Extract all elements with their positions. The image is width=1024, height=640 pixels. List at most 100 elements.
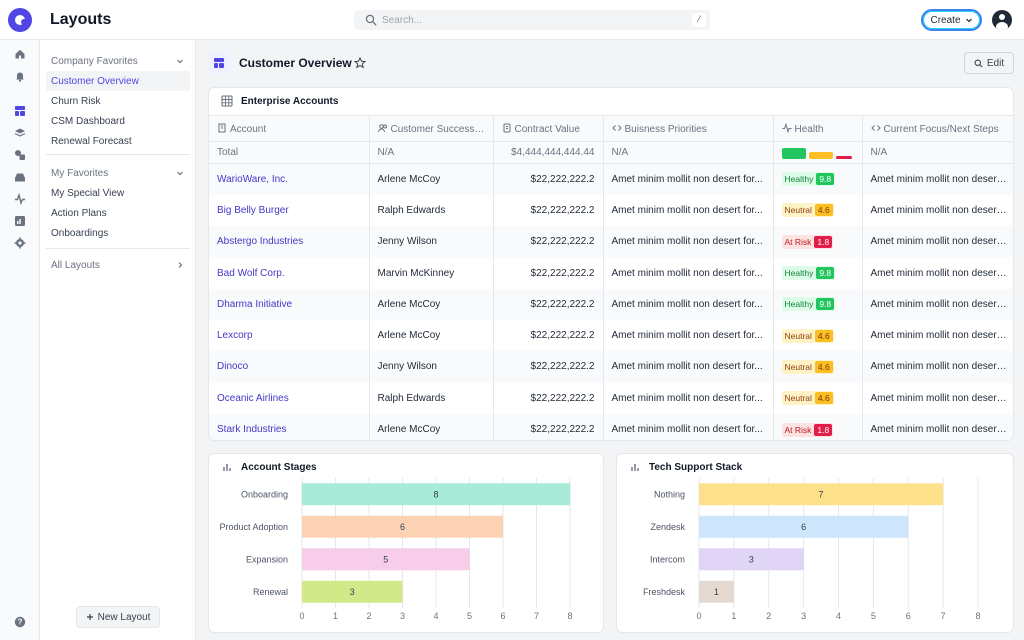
chevron-down-icon [177,59,183,64]
user-avatar[interactable] [992,10,1012,30]
account-cell[interactable]: Abstergo Industries [209,226,370,258]
create-button[interactable]: Create [921,9,982,31]
focus-cell: Amet minim mollit non desert for... [870,204,1014,216]
health-score: 4.6 [814,329,833,342]
account-cell[interactable]: Big Belly Burger [209,194,370,227]
activity-icon[interactable] [14,193,26,205]
inbox-icon[interactable] [14,171,26,183]
health-cell: Neutral 4.6 [773,319,863,352]
contract-value-cell: $22,222,222.2 [493,288,604,320]
table-row[interactable]: Dinoco Jenny Wilson $22,222,222.2 Amet mini… [209,351,1013,383]
account-link[interactable]: Oceanic Airlines [217,392,289,404]
search-bar[interactable]: / [354,10,710,30]
sidebar-item-action-plans[interactable]: Action Plans [51,207,107,219]
enterprise-accounts-card: Enterprise Accounts Account Customer Suc… [208,87,1014,441]
card-title: Account Stages [221,461,317,473]
sidebar-item-csm-dashboard[interactable]: CSM Dashboard [51,115,125,127]
search-input[interactable] [382,13,682,27]
account-link[interactable]: WarioWare, Inc. [217,173,288,185]
x-tick-label: 6 [500,611,505,621]
health-badge: Neutral 4.6 [781,359,834,374]
account-cell[interactable]: Oceanic Airlines [209,382,370,414]
sidebar-item-renewal-forecast[interactable]: Renewal Forecast [51,135,132,147]
health-distribution-bar [781,147,852,159]
account-cell[interactable]: Bad Wolf Corp. [209,257,370,289]
x-tick-label: 0 [299,611,304,621]
table-row[interactable]: Stark Industries Arlene McCoy $22,222,222.… [209,413,1013,440]
x-tick-label: 2 [366,611,371,621]
account-link[interactable]: Abstergo Industries [217,236,304,248]
table-row[interactable]: Lexcorp Arlene McCoy $22,222,222.2 Amet min… [209,319,1013,352]
table-title: Enterprise Accounts [241,95,339,107]
account-cell[interactable]: Stark Industries [209,413,370,440]
bar [302,580,403,603]
table-row[interactable]: WarioWare, Inc. Arlene McCoy $22,222,222.2… [209,163,1013,195]
account-cell[interactable]: Lexcorp [209,319,370,352]
layers-icon[interactable] [14,127,26,139]
reports-icon[interactable] [14,215,26,227]
account-link[interactable]: Stark Industries [217,424,287,436]
home-icon[interactable] [14,48,26,60]
total-focus: N/A [862,141,1013,164]
bar-value-label: 8 [433,489,438,499]
table-row[interactable]: Abstergo Industries Jenny Wilson $22,222,2… [209,226,1013,258]
account-link[interactable]: Lexcorp [217,330,253,342]
x-tick-label: 7 [534,611,539,621]
star-icon[interactable] [354,57,366,69]
all-layouts-link[interactable]: All Layouts [46,255,190,275]
column-header-csm[interactable]: Customer Success M... [369,115,494,142]
app-logo[interactable] [8,8,32,32]
sidebar-item-onboardings[interactable]: Onboardings [51,227,109,239]
my-favorites-header[interactable]: My Favorites [46,163,190,183]
account-link[interactable]: Bad Wolf Corp. [217,267,285,279]
my-favorites-label: My Favorites [51,167,109,179]
account-link[interactable]: Dharma Initiative [217,298,293,310]
column-header-priorities[interactable]: Buisness Priorities [603,115,774,142]
table-icon [221,95,233,107]
bar [699,515,909,538]
table-row[interactable]: Oceanic Airlines Ralph Edwards $22,222,222… [209,382,1013,414]
table-row[interactable]: Big Belly Burger Ralph Edwards $22,222,222… [209,194,1014,227]
account-cell[interactable]: Dinoco [209,351,370,383]
table-header-row: Account Customer Success M... Contract V… [209,115,1013,142]
health-cell: Neutral 4.6 [773,194,863,227]
column-header-contract-value[interactable]: Contract Value [493,115,604,142]
settings-icon[interactable] [14,237,26,249]
health-distribution-segment [781,147,806,159]
health-status: Neutral [784,361,812,372]
account-link[interactable]: Big Belly Burger [217,204,289,216]
company-favorites-header[interactable]: Company Favorites [46,51,190,71]
health-score: 9.8 [816,173,835,186]
sidebar-item-customer-overview[interactable]: Customer Overview [46,71,190,91]
table-row[interactable]: Dharma Initiative Arlene McCoy $22,222,222… [209,288,1013,320]
column-header-label: Customer Success M... [390,123,493,135]
health-score: 4.6 [814,360,833,373]
svg-text:?: ? [18,618,23,627]
column-header-account[interactable]: Account [209,115,370,142]
column-header-health[interactable]: Health [773,115,863,142]
edit-button[interactable]: Edit [964,52,1014,74]
contract-value-cell: $22,222,222.2 [493,351,604,383]
focus-cell: Amet minim mollit non desert for... [862,351,1013,383]
bar-value-label: 3 [749,554,754,564]
x-tick-label: 8 [567,611,572,621]
users-icon [377,123,387,132]
total-row: Total N/A $4,444,444,444.44 N/A N/A [209,141,1013,164]
category-label: Onboarding [241,489,288,499]
account-cell[interactable]: Dharma Initiative [209,288,370,320]
account-cell[interactable]: WarioWare, Inc. [209,163,370,195]
bell-icon[interactable] [14,70,26,82]
help-icon[interactable]: ? [14,616,26,628]
column-header-focus[interactable]: Current Focus/Next Steps [862,115,1013,142]
account-link[interactable]: Dinoco [217,361,249,373]
shapes-icon[interactable] [14,149,26,161]
contract-value-cell: $22,222,222.2 [493,257,604,289]
table-row[interactable]: Bad Wolf Corp. Marvin McKinney $22,222,222… [209,257,1013,289]
chart-title: Tech Support Stack [649,461,743,473]
new-layout-button[interactable]: New Layout [76,606,160,628]
priorities-cell: Amet minim mollit non desert for... [603,163,774,195]
sidebar-item-churn-risk[interactable]: Churn Risk [51,95,101,107]
sidebar-item-my-special-view[interactable]: My Special View [51,187,125,199]
layouts-icon[interactable] [14,105,26,117]
health-badge: Neutral 4.6 [781,391,834,406]
